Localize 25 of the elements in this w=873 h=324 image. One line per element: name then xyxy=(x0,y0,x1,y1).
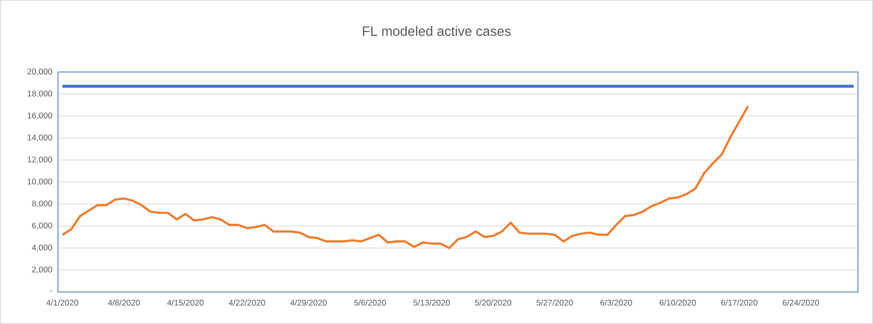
y-tick-label: 12,000 xyxy=(28,156,52,164)
y-tick-label: 14,000 xyxy=(28,134,52,142)
x-tick-label: 4/29/2020 xyxy=(290,300,327,306)
y-tick-label: 20,000 xyxy=(28,68,52,76)
x-tick-label: 4/22/2020 xyxy=(228,300,266,306)
x-tick-label: 6/24/2020 xyxy=(782,300,819,306)
x-tick-label: 6/17/2020 xyxy=(721,300,758,306)
y-tick-label: 18,000 xyxy=(28,90,52,98)
y-tick-label: 10,000 xyxy=(28,178,52,186)
y-tick-label: 4,000 xyxy=(32,244,52,252)
x-tick-label: 6/10/2020 xyxy=(660,300,696,306)
x-tick-label: 4/15/2020 xyxy=(167,300,204,306)
x-tick-label: 6/3/2020 xyxy=(600,300,632,306)
chart-title: FL modeled active cases xyxy=(362,26,511,36)
x-tick-label: 4/1/2020 xyxy=(46,300,78,306)
x-tick-label: 5/20/2020 xyxy=(475,300,512,306)
x-tick-label: 5/27/2020 xyxy=(536,300,573,306)
y-tick-label: 2,000 xyxy=(32,266,52,274)
y-tick-label: 6,000 xyxy=(32,222,52,230)
x-tick-label: 5/6/2020 xyxy=(354,300,386,306)
x-tick-label: 5/13/2020 xyxy=(413,300,450,306)
y-tick-label: 8,000 xyxy=(32,200,52,208)
x-tick-label: 4/8/2020 xyxy=(108,300,140,306)
y-tick-label: 16,000 xyxy=(28,112,52,120)
y-tick-label: - xyxy=(50,290,52,292)
